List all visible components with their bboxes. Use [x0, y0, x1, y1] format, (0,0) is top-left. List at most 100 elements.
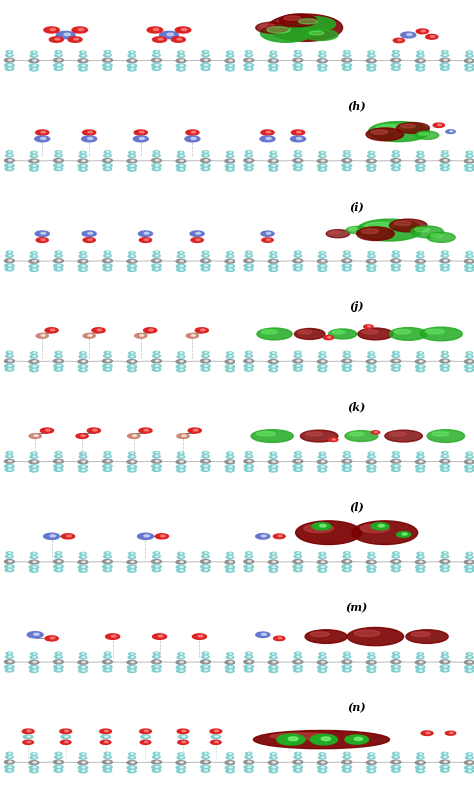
Circle shape — [225, 159, 235, 163]
Circle shape — [201, 560, 210, 563]
Circle shape — [270, 452, 276, 455]
Circle shape — [205, 68, 208, 69]
Circle shape — [293, 569, 302, 572]
Circle shape — [342, 259, 352, 263]
Circle shape — [415, 460, 425, 464]
Circle shape — [328, 336, 331, 338]
Circle shape — [127, 264, 137, 268]
Circle shape — [128, 770, 136, 773]
Circle shape — [35, 231, 49, 236]
Circle shape — [293, 660, 303, 664]
Circle shape — [79, 656, 87, 658]
Circle shape — [155, 368, 158, 370]
Circle shape — [131, 352, 134, 353]
Circle shape — [191, 238, 203, 243]
Circle shape — [55, 552, 62, 554]
Circle shape — [9, 656, 11, 657]
Circle shape — [310, 735, 337, 745]
Circle shape — [294, 752, 301, 755]
Circle shape — [262, 238, 273, 242]
Circle shape — [188, 428, 201, 433]
Circle shape — [269, 168, 277, 171]
Circle shape — [246, 652, 252, 654]
Circle shape — [269, 569, 277, 572]
Circle shape — [248, 255, 251, 256]
Circle shape — [215, 736, 218, 737]
Circle shape — [441, 154, 448, 157]
Circle shape — [4, 760, 14, 764]
Circle shape — [72, 27, 88, 33]
Circle shape — [82, 260, 85, 262]
Circle shape — [246, 251, 252, 254]
Circle shape — [343, 468, 351, 472]
Ellipse shape — [418, 132, 429, 135]
Ellipse shape — [256, 22, 289, 33]
Circle shape — [293, 765, 302, 769]
Circle shape — [144, 535, 149, 537]
Circle shape — [9, 365, 12, 366]
Circle shape — [417, 151, 423, 154]
Circle shape — [180, 152, 182, 153]
Circle shape — [129, 753, 135, 755]
Circle shape — [321, 155, 324, 156]
Circle shape — [153, 29, 159, 30]
Circle shape — [229, 466, 232, 467]
Circle shape — [392, 655, 400, 658]
Circle shape — [244, 58, 254, 62]
Circle shape — [466, 452, 473, 455]
Circle shape — [178, 452, 184, 455]
Circle shape — [371, 152, 373, 153]
Circle shape — [319, 756, 326, 759]
Circle shape — [322, 252, 324, 253]
Circle shape — [248, 59, 251, 61]
Circle shape — [469, 155, 471, 156]
Circle shape — [104, 254, 111, 257]
Ellipse shape — [365, 223, 394, 230]
Circle shape — [103, 167, 112, 171]
Circle shape — [107, 165, 110, 166]
Circle shape — [245, 154, 253, 157]
Circle shape — [33, 52, 36, 53]
Ellipse shape — [397, 123, 429, 134]
Circle shape — [468, 366, 472, 367]
Circle shape — [107, 360, 110, 361]
Circle shape — [33, 666, 36, 668]
Circle shape — [9, 653, 11, 654]
Circle shape — [83, 333, 95, 338]
Circle shape — [127, 761, 137, 764]
Circle shape — [57, 59, 61, 61]
Circle shape — [6, 352, 13, 354]
Circle shape — [248, 54, 251, 55]
Circle shape — [342, 364, 351, 368]
Circle shape — [398, 39, 402, 41]
Circle shape — [54, 67, 63, 70]
Circle shape — [468, 461, 472, 462]
Ellipse shape — [390, 328, 427, 340]
Circle shape — [78, 566, 88, 569]
Circle shape — [415, 560, 425, 564]
Circle shape — [5, 765, 14, 769]
Circle shape — [202, 154, 209, 157]
Circle shape — [225, 64, 235, 67]
Circle shape — [269, 469, 277, 472]
Circle shape — [395, 51, 397, 52]
Circle shape — [318, 264, 327, 268]
Circle shape — [205, 770, 208, 771]
Circle shape — [9, 159, 12, 161]
Circle shape — [269, 67, 277, 71]
Circle shape — [419, 570, 422, 571]
Circle shape — [177, 569, 185, 572]
Circle shape — [155, 756, 158, 758]
Circle shape — [391, 765, 401, 769]
Circle shape — [417, 355, 424, 358]
Circle shape — [55, 151, 62, 153]
Circle shape — [293, 368, 302, 371]
Circle shape — [131, 469, 134, 471]
Circle shape — [368, 452, 374, 455]
Circle shape — [440, 560, 450, 563]
Circle shape — [205, 656, 207, 657]
Circle shape — [225, 560, 235, 564]
Circle shape — [442, 50, 448, 53]
Circle shape — [367, 556, 375, 558]
Circle shape — [127, 666, 137, 669]
